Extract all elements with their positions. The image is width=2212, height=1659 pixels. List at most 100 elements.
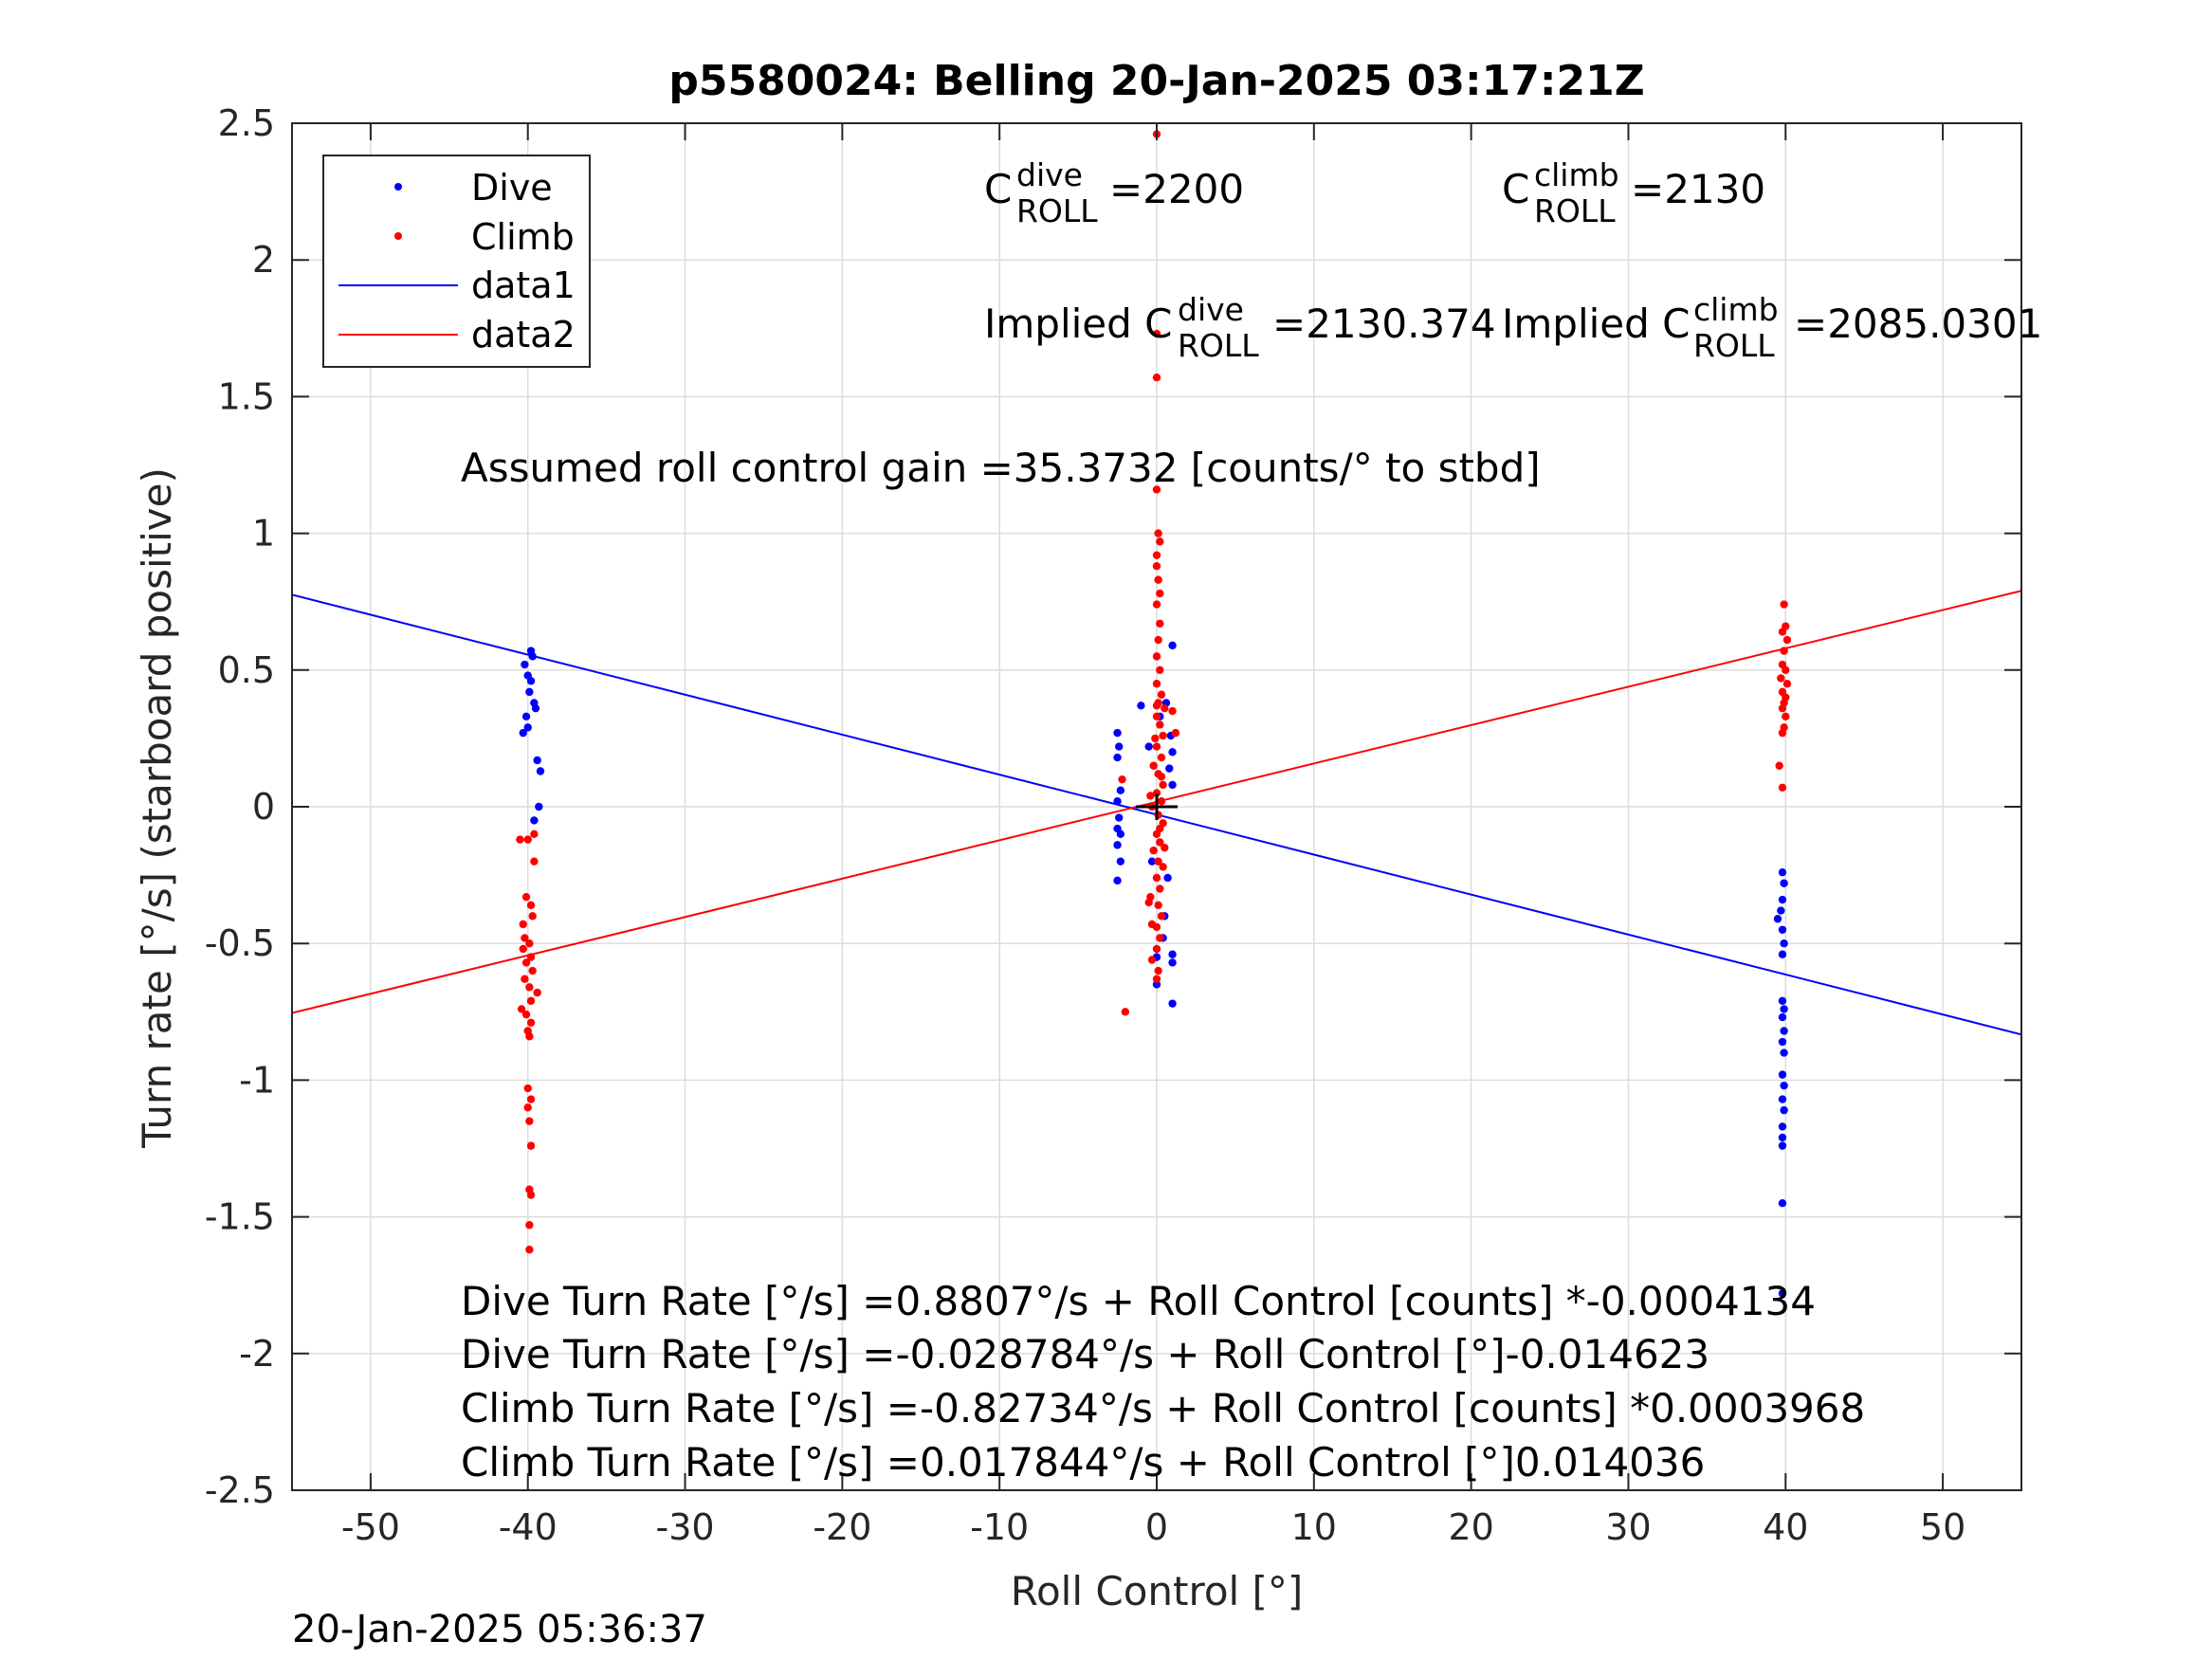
implied-dive-sub: ROLL [1178, 327, 1259, 364]
point-climb [519, 944, 527, 954]
fit-equations: Dive Turn Rate [°/s] =0.8807°/s + Roll C… [461, 1278, 1865, 1486]
point-dive [1116, 786, 1125, 794]
point-climb [1152, 329, 1161, 338]
point-climb [1782, 712, 1790, 721]
c-roll-dive-sub: ROLL [1016, 192, 1098, 229]
point-climb [1168, 706, 1177, 716]
point-climb [1161, 703, 1169, 713]
point-climb [523, 835, 532, 844]
point-dive [1780, 1081, 1788, 1090]
point-climb [1154, 966, 1162, 975]
point-dive [521, 660, 529, 669]
point-climb [526, 1095, 536, 1103]
implied-climb-sub: ROLL [1693, 327, 1775, 364]
point-dive [1113, 728, 1122, 738]
point-climb [1156, 589, 1164, 598]
point-dive [528, 652, 537, 661]
point-climb [1154, 901, 1162, 910]
point-dive [523, 723, 532, 732]
point-climb [1778, 728, 1787, 738]
point-dive [1152, 980, 1161, 989]
axis-ticks: -50 -40 -30 -20 -10 0 10 20 30 40 50 2.5 2 1.5 1 0.5 0 -0… [205, 102, 2021, 1548]
point-climb [1156, 934, 1164, 942]
point-climb [1121, 1008, 1130, 1016]
point-climb [523, 1103, 532, 1112]
point-dive [1780, 1027, 1788, 1035]
point-dive [1778, 1198, 1787, 1208]
point-dive [1115, 742, 1124, 751]
point-climb [1152, 712, 1161, 721]
point-climb [525, 1117, 534, 1125]
point-dive [1780, 1105, 1788, 1115]
y-axis-label: Turn rate [°/s] (starboard positive) [134, 467, 180, 1149]
point-climb [526, 901, 536, 910]
point-climb [1157, 773, 1166, 781]
x-tick-label: 30 [1605, 1506, 1651, 1548]
point-dive [1773, 915, 1782, 923]
point-dive [1777, 906, 1785, 915]
point-climb [528, 912, 537, 921]
point-climb [525, 1032, 534, 1041]
y-tick-label: 2.5 [218, 102, 275, 144]
x-tick-label: -30 [656, 1506, 715, 1548]
point-dive [1778, 950, 1787, 958]
point-climb [526, 1018, 536, 1028]
implied-dive-annotation: Implied C dive ROLL =2130.374 [984, 291, 1496, 364]
fit-equation: Climb Turn Rate [°/s] =0.017844°/s + Rol… [461, 1439, 1705, 1486]
c-roll-climb-value: =2130 [1631, 166, 1765, 212]
fit-equation: Dive Turn Rate [°/s] =-0.028784°/s + Rol… [461, 1331, 1709, 1377]
point-climb [1152, 374, 1161, 382]
legend-marker-dive [394, 183, 402, 191]
point-climb [526, 996, 536, 1005]
point-climb [1152, 485, 1161, 494]
legend-marker-climb [394, 232, 402, 240]
implied-dive-sup: dive [1178, 291, 1244, 328]
point-dive [530, 816, 539, 825]
point-dive [1165, 764, 1174, 773]
point-climb [1782, 680, 1792, 688]
y-tick-label: -0.5 [205, 922, 275, 964]
point-climb [519, 920, 527, 929]
point-dive [519, 728, 527, 738]
y-tick-label: 1.5 [218, 375, 275, 417]
point-climb [526, 1191, 536, 1199]
point-climb [1156, 665, 1164, 674]
center-marker [1136, 793, 1178, 820]
c-roll-climb-sup: climb [1534, 156, 1619, 193]
point-climb [1156, 720, 1164, 729]
legend-label-data2: data2 [471, 314, 576, 356]
point-dive [1778, 1012, 1787, 1022]
point-climb [1152, 873, 1161, 883]
point-climb [1782, 665, 1790, 674]
point-climb [528, 966, 537, 975]
point-dive [1168, 641, 1177, 650]
c-roll-dive-sup: dive [1016, 156, 1083, 193]
point-dive [1168, 748, 1177, 757]
point-climb [1152, 789, 1161, 797]
legend-label-data1: data1 [471, 264, 576, 306]
point-climb [1144, 898, 1153, 907]
point-climb [1154, 857, 1162, 866]
point-climb [1780, 647, 1788, 655]
point-dive [1137, 702, 1145, 710]
point-climb [530, 857, 539, 866]
x-tick-label: 0 [1145, 1506, 1168, 1548]
point-climb [1156, 884, 1164, 893]
point-climb [1154, 529, 1162, 538]
point-dive [1115, 813, 1124, 822]
x-tick-label: 10 [1291, 1506, 1337, 1548]
point-climb [1159, 780, 1167, 790]
point-climb [1159, 863, 1167, 871]
y-tick-label: 1 [252, 513, 275, 555]
x-tick-label: -20 [813, 1506, 871, 1548]
point-dive [1168, 958, 1177, 967]
point-dive [1147, 857, 1157, 866]
point-dive [1778, 925, 1787, 934]
point-climb [525, 1246, 534, 1254]
point-climb [1157, 690, 1166, 699]
point-climb [533, 988, 541, 997]
point-dive [1778, 1095, 1787, 1103]
point-dive [1116, 830, 1125, 839]
x-axis-label: Roll Control [°] [1011, 1568, 1304, 1614]
